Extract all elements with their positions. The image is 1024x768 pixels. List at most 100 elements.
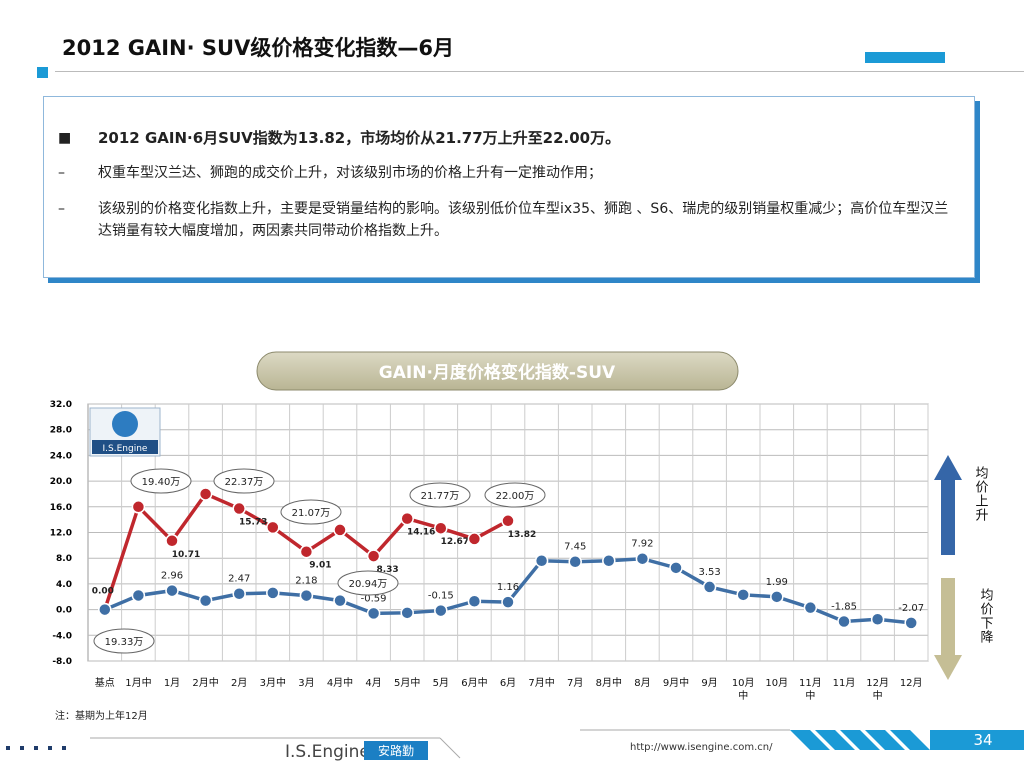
data-label: 1.99 — [766, 577, 788, 588]
point — [131, 500, 146, 514]
callout-text: 20.94万 — [349, 579, 388, 590]
point — [568, 554, 582, 569]
data-label: 10.71 — [172, 550, 200, 560]
footer-dots — [6, 746, 66, 750]
title-bar — [865, 52, 945, 63]
data-label: -1.85 — [831, 601, 857, 612]
point — [837, 614, 851, 629]
x-tick-label: 5月中 — [394, 678, 421, 689]
point — [232, 586, 246, 601]
point — [434, 521, 448, 535]
callout — [130, 468, 192, 494]
point — [534, 554, 549, 568]
x-tick-label: 2月 — [231, 678, 248, 689]
point — [198, 593, 213, 608]
data-label: 2.47 — [228, 574, 250, 585]
y-tick-label: -8.0 — [52, 657, 72, 667]
bullet-main: 2012 GAIN·6月SUV指数为13.82，市场均价从21.77万上升至22… — [98, 129, 621, 147]
footer-stripes — [790, 730, 1024, 750]
chart-title-pill — [256, 351, 739, 391]
x-tick-label: 8月中 — [595, 678, 622, 689]
x-tick-label: 8月 — [634, 678, 651, 689]
point — [366, 606, 381, 621]
bullet-item: 该级别的价格变化指数上升，主要是受销量结构的影响。该级别低价位车型ix35、狮跑… — [98, 201, 949, 239]
data-label: 14.16 — [407, 528, 435, 538]
point — [333, 523, 347, 537]
bullet-item: 权重车型汉兰达、狮跑的成交价上升，对该级别市场的价格上升有一定推动作用； — [98, 165, 602, 181]
x-tick-label: 2月中 — [192, 678, 219, 689]
x-tick-label: 基点 — [94, 678, 115, 689]
y-tick-label: -4.0 — [52, 631, 72, 641]
point — [501, 595, 515, 609]
data-label: 2.96 — [161, 571, 183, 582]
x-tick-label: 7月中 — [528, 678, 555, 689]
bullet-square: ■ — [58, 130, 72, 146]
x-tick-label: 11月中 — [799, 678, 822, 702]
y-tick-label: 32.0 — [50, 400, 72, 410]
point — [266, 520, 280, 535]
point — [870, 612, 885, 626]
x-tick-label: 12月 — [899, 678, 923, 689]
page-number: 34 — [973, 731, 992, 749]
callout — [409, 482, 471, 508]
up-arrow — [934, 455, 962, 555]
data-label: 15.73 — [239, 518, 267, 528]
callout — [280, 499, 342, 525]
footer-rule — [439, 737, 461, 759]
data-label: 9.01 — [309, 561, 331, 571]
data-label: 7.45 — [564, 542, 586, 553]
point — [400, 606, 414, 620]
data-label: 7.92 — [631, 539, 653, 550]
x-tick-label: 4月 — [365, 678, 382, 689]
point — [602, 554, 616, 568]
callout-text: 22.00万 — [496, 491, 535, 502]
x-tick-label: 9月中 — [662, 678, 690, 689]
y-tick-label: 8.0 — [56, 554, 72, 564]
point — [98, 602, 112, 617]
point — [366, 549, 381, 563]
point — [467, 594, 482, 608]
data-label: 1.16 — [497, 582, 519, 593]
y-tick-label: 4.0 — [56, 580, 72, 590]
y-tick-label: 0.0 — [56, 606, 72, 616]
data-label: 3.53 — [698, 567, 720, 578]
data-label: 8.33 — [376, 565, 398, 575]
callout-text: 21.77万 — [421, 491, 460, 502]
x-tick-label: 10月中 — [731, 678, 755, 702]
point — [198, 487, 213, 501]
y-tick-label: 28.0 — [50, 426, 72, 436]
data-label: 0.00 — [92, 587, 114, 597]
callout-text: 19.40万 — [142, 477, 181, 488]
chart-title: GAIN·月度价格变化指数-SUV — [379, 362, 616, 383]
x-tick-label: 4月中 — [326, 678, 354, 689]
point — [400, 511, 414, 526]
point — [299, 544, 314, 559]
point — [501, 514, 515, 528]
x-tick-label: 9月 — [701, 678, 718, 689]
y-tick-label: 20.0 — [50, 477, 72, 487]
y-tick-label: 12.0 — [50, 529, 72, 539]
x-tick-label: 1月 — [163, 678, 181, 689]
point — [904, 616, 918, 630]
x-tick-label: 6月 — [499, 678, 517, 689]
legend-label: 均价上升 — [973, 466, 989, 522]
x-tick-label: 10月 — [765, 678, 789, 689]
point — [635, 551, 650, 566]
down-arrow — [934, 578, 962, 680]
bullet-dash: – — [58, 201, 65, 217]
point — [669, 561, 683, 575]
x-tick-label: 12月中 — [866, 678, 889, 702]
callout — [484, 482, 546, 508]
data-label: 13.82 — [508, 530, 536, 540]
footer-brand-box — [364, 741, 428, 760]
callout-text: 22.37万 — [225, 477, 264, 488]
data-label: -2.07 — [898, 603, 924, 614]
logo-icon — [112, 411, 138, 437]
data-label: -0.59 — [361, 593, 387, 604]
point — [333, 593, 347, 608]
summary-box: ■ 2012 GAIN·6月SUV指数为13.82，市场均价从21.77万上升至… — [43, 96, 975, 278]
callout — [93, 628, 155, 654]
x-tick-label: 5月 — [432, 678, 449, 689]
